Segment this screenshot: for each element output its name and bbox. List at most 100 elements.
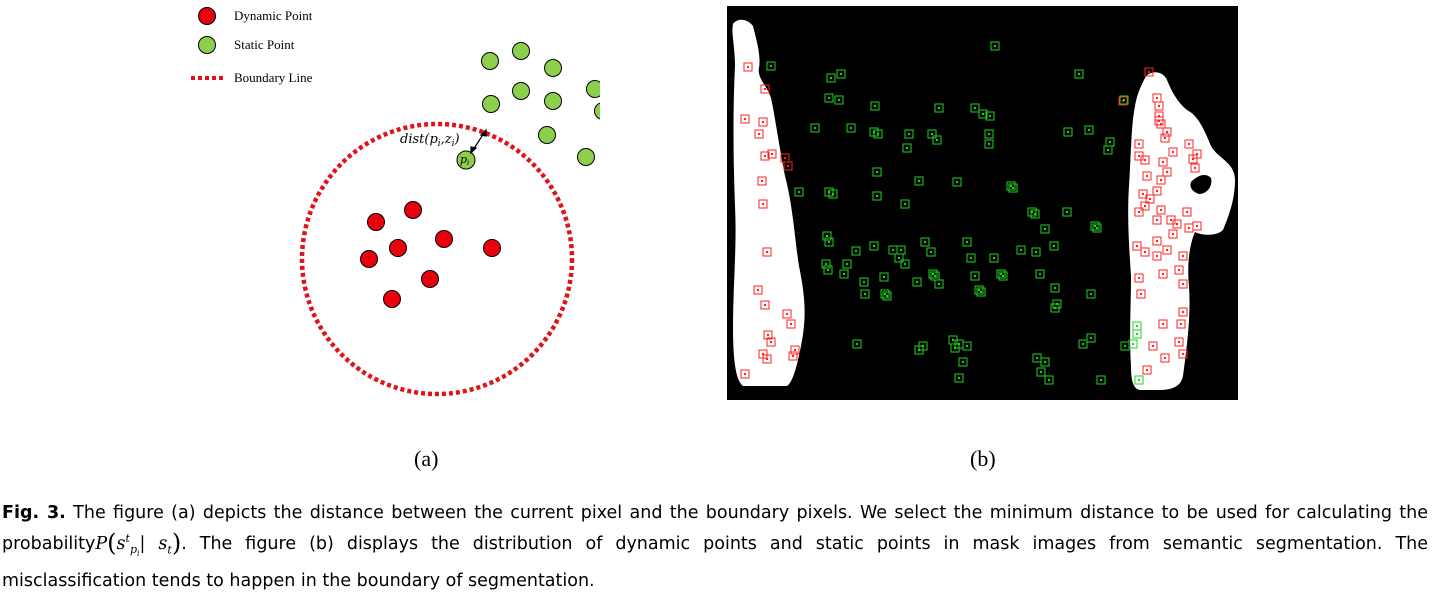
static-points xyxy=(456,42,600,170)
dynamic-marker xyxy=(1142,365,1152,375)
marker-dot xyxy=(932,273,934,275)
marker-dot xyxy=(1144,159,1146,161)
dynamic-marker xyxy=(1162,127,1172,137)
dynamic-marker xyxy=(762,247,772,257)
marker-dot xyxy=(1138,211,1140,213)
dynamic-marker xyxy=(1160,353,1170,363)
static-marker xyxy=(920,237,930,247)
dynamic-marker xyxy=(758,199,768,209)
static-marker xyxy=(823,265,833,275)
dynamic-marker xyxy=(1176,319,1186,329)
marker-dot xyxy=(1166,131,1168,133)
static-marker xyxy=(912,277,922,287)
dynamic-marker xyxy=(1174,337,1184,347)
dynamic-marker xyxy=(1156,175,1166,185)
static-marker xyxy=(839,269,849,279)
marker-dot xyxy=(1144,205,1146,207)
static-marker xyxy=(1062,207,1072,217)
static-markers xyxy=(766,41,1144,385)
marker-dot xyxy=(978,289,980,291)
marker-dot xyxy=(993,257,995,259)
marker-dot xyxy=(1180,323,1182,325)
dynamic-marker xyxy=(1152,251,1162,261)
right-person-mask xyxy=(1128,72,1235,390)
marker-dot xyxy=(1146,175,1148,177)
marker-dot xyxy=(1156,190,1158,192)
marker-dot xyxy=(1000,273,1002,275)
static-marker xyxy=(1092,223,1102,233)
dynamic-marker xyxy=(1148,341,1158,351)
marker-dot xyxy=(798,191,800,193)
marker-dot xyxy=(766,358,768,360)
marker-dot xyxy=(1182,255,1184,257)
marker-dot xyxy=(1148,71,1150,73)
marker-dot xyxy=(771,153,773,155)
static-marker xyxy=(824,93,834,103)
marker-dot xyxy=(1194,167,1196,169)
marker-dot xyxy=(1172,233,1174,235)
static-marker xyxy=(873,129,883,139)
dynamic-marker xyxy=(767,149,777,159)
static-marker xyxy=(1086,333,1096,343)
marker-dot xyxy=(1020,249,1022,251)
caption-text-2: . The figure (b) displays the distributi… xyxy=(2,533,1428,591)
marker-dot xyxy=(1188,227,1190,229)
static-marker xyxy=(970,103,980,113)
static-marker xyxy=(1078,339,1088,349)
dynamic-marker xyxy=(1134,139,1144,149)
static-point xyxy=(512,82,530,100)
marker-dot xyxy=(962,361,964,363)
static-marker xyxy=(989,253,999,263)
marker-dot xyxy=(757,289,759,291)
figure-b-mask-image xyxy=(727,6,1238,400)
marker-dot xyxy=(1053,245,1055,247)
dynamic-point xyxy=(367,213,385,231)
marker-dot xyxy=(988,133,990,135)
marker-dot xyxy=(974,107,976,109)
static-marker xyxy=(1040,357,1050,367)
marker-dot xyxy=(762,203,764,205)
marker-dot xyxy=(764,155,766,157)
static-marker xyxy=(1128,339,1138,349)
marker-dot xyxy=(966,345,968,347)
dynamic-marker xyxy=(1152,236,1162,246)
static-marker xyxy=(932,135,942,145)
left-person-mask xyxy=(732,19,805,387)
marker-dot xyxy=(1196,153,1198,155)
dynamic-marker xyxy=(763,330,773,340)
static-marker xyxy=(851,246,861,256)
static-marker xyxy=(984,129,994,139)
dynamic-point xyxy=(483,239,501,257)
marker-dot xyxy=(1156,97,1158,99)
marker-dot xyxy=(770,65,772,67)
dynamic-marker xyxy=(1154,116,1164,126)
static-marker xyxy=(821,259,831,269)
caption-text-1: The figure (a) depicts the distance betw… xyxy=(2,503,1429,554)
static-marker xyxy=(1040,224,1050,234)
dynamic-point xyxy=(435,230,453,248)
marker-dot xyxy=(1138,379,1140,381)
dynamic-marker xyxy=(1182,207,1192,217)
static-point xyxy=(544,92,562,110)
static-marker xyxy=(996,269,1006,279)
static-marker xyxy=(828,189,838,199)
marker-dot xyxy=(761,180,763,182)
marker-dot xyxy=(786,313,788,315)
static-marker xyxy=(1103,145,1113,155)
marker-dot xyxy=(792,355,794,357)
marker-dot xyxy=(1136,245,1138,247)
static-marker xyxy=(985,111,995,121)
marker-dot xyxy=(762,353,764,355)
marker-dot xyxy=(1088,129,1090,131)
marker-dot xyxy=(1170,219,1172,221)
static-point xyxy=(544,59,562,77)
dynamic-marker xyxy=(1192,221,1202,231)
distance-arrow xyxy=(470,128,487,155)
marker-dot xyxy=(1156,255,1158,257)
dynamic-marker xyxy=(1142,171,1152,181)
static-marker xyxy=(976,287,986,297)
marker-dot xyxy=(1140,293,1142,295)
static-marker xyxy=(872,191,882,201)
dynamic-marker xyxy=(1168,147,1178,157)
static-marker xyxy=(882,291,892,301)
